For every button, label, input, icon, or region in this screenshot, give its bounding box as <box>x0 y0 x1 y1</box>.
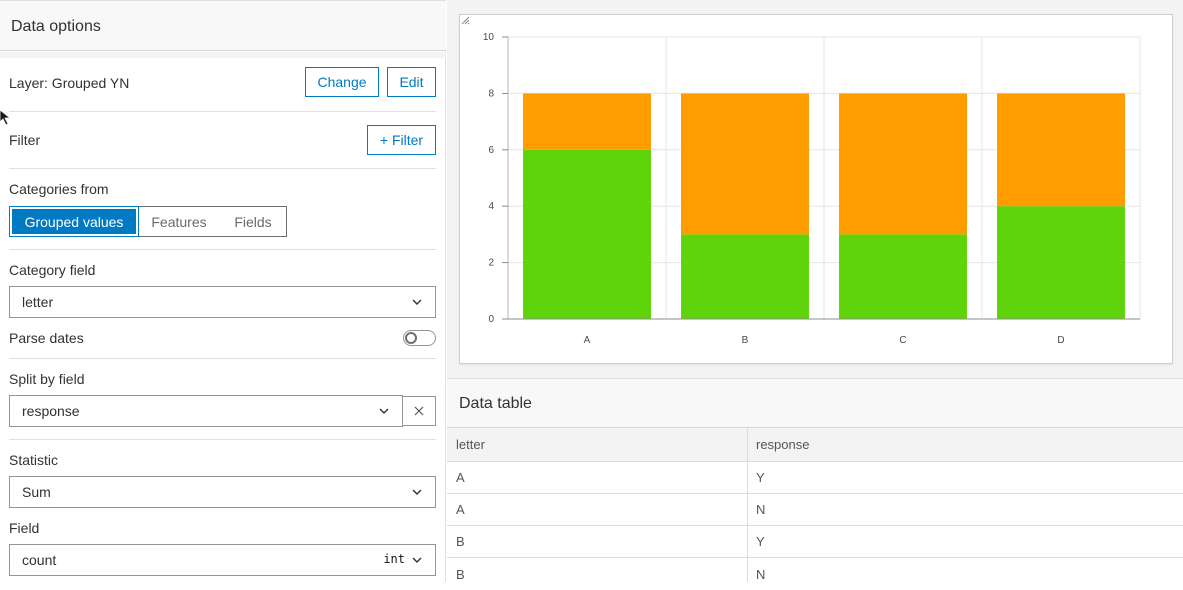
bar-segment-D-1 <box>997 93 1125 207</box>
bar-segment-C-0 <box>839 234 967 319</box>
parse-dates-toggle[interactable] <box>403 330 436 346</box>
categories-from-label: Categories from <box>9 181 109 197</box>
data-table-title: Data table <box>459 395 532 412</box>
table-row: B N <box>447 558 1183 590</box>
clear-split-field-button[interactable] <box>402 396 436 426</box>
layer-label: Layer: Grouped YN <box>9 75 130 91</box>
cell-response: N <box>756 566 766 582</box>
bar-segment-B-0 <box>681 234 809 319</box>
cell-letter: B <box>456 534 465 549</box>
y-tick-label: 4 <box>488 201 494 212</box>
table-row: B Y <box>447 526 1183 558</box>
category-field-value: letter <box>22 294 54 310</box>
field-value: count <box>22 552 57 568</box>
divider <box>9 249 436 250</box>
categories-segmented-control: Grouped values Features Fields <box>9 206 287 237</box>
split-by-field-value: response <box>22 403 80 419</box>
bar-segment-C-1 <box>839 93 967 235</box>
x-tick-label: A <box>584 335 591 346</box>
chevron-down-icon <box>412 299 422 305</box>
bar-segment-A-0 <box>523 149 651 319</box>
table-header-row: letter response <box>447 428 1183 462</box>
divider <box>9 111 436 112</box>
mouse-cursor-icon <box>0 110 12 126</box>
table-row: A Y <box>447 462 1183 494</box>
toggle-knob <box>405 332 417 344</box>
statistic-value: Sum <box>22 484 51 500</box>
category-field-select[interactable]: letter <box>9 286 436 318</box>
panel-header: Data options <box>0 0 446 51</box>
bar-segment-A-1 <box>523 93 651 150</box>
stacked-bar-chart: 0 2 4 6 8 10 A B C D <box>483 32 1141 346</box>
segment-grouped-values[interactable]: Grouped values <box>9 206 139 237</box>
y-tick-label: 2 <box>488 258 494 269</box>
category-field-label: Category field <box>9 262 96 278</box>
chevron-down-icon <box>412 489 422 495</box>
field-select[interactable]: count int <box>9 544 436 576</box>
filter-label: Filter <box>9 132 41 148</box>
field-type-badge: int <box>383 552 405 566</box>
y-tick-label: 6 <box>488 145 494 156</box>
resize-handle-icon[interactable] <box>460 15 470 25</box>
statistic-select[interactable]: Sum <box>9 476 436 508</box>
y-tick-label: 0 <box>488 314 494 325</box>
cell-letter: A <box>456 470 465 485</box>
parse-dates-label: Parse dates <box>9 330 84 346</box>
chart-card: 0 2 4 6 8 10 A B C D <box>459 14 1173 364</box>
split-by-field-select[interactable]: response <box>9 395 403 427</box>
data-options-panel: Data options Layer: Grouped YN Change Ed… <box>0 0 446 582</box>
cell-response: Y <box>756 534 765 549</box>
x-tick-label: C <box>899 335 906 346</box>
y-tick-label: 8 <box>488 88 494 99</box>
x-tick-label: B <box>742 335 749 346</box>
bar-segment-D-0 <box>997 206 1125 319</box>
cell-response: Y <box>756 470 765 485</box>
add-filter-button[interactable]: + Filter <box>367 125 436 155</box>
bar-segment-B-1 <box>681 93 809 235</box>
divider <box>9 358 436 359</box>
y-tick-label: 10 <box>483 32 495 43</box>
split-by-field-label: Split by field <box>9 371 85 387</box>
cell-letter: B <box>456 566 465 582</box>
panel-title: Data options <box>11 18 101 35</box>
segment-features[interactable]: Features <box>151 213 207 230</box>
table-row: A N <box>447 494 1183 526</box>
divider <box>9 439 436 440</box>
chevron-down-icon <box>379 408 389 414</box>
data-table-header: Data table <box>447 378 1183 428</box>
column-header-letter: letter <box>456 437 485 452</box>
panel-header-strip <box>0 52 446 58</box>
divider <box>9 168 436 169</box>
column-header-response: response <box>756 437 810 452</box>
cell-letter: A <box>456 502 465 517</box>
column-divider <box>747 428 748 582</box>
x-tick-label: D <box>1057 335 1064 346</box>
chevron-down-icon <box>412 557 422 563</box>
close-icon <box>414 406 424 416</box>
cell-response: N <box>756 502 766 517</box>
change-layer-button[interactable]: Change <box>305 67 379 97</box>
segment-fields[interactable]: Fields <box>234 213 272 230</box>
edit-layer-button[interactable]: Edit <box>387 67 436 97</box>
statistic-label: Statistic <box>9 452 59 468</box>
field-label: Field <box>9 520 40 536</box>
